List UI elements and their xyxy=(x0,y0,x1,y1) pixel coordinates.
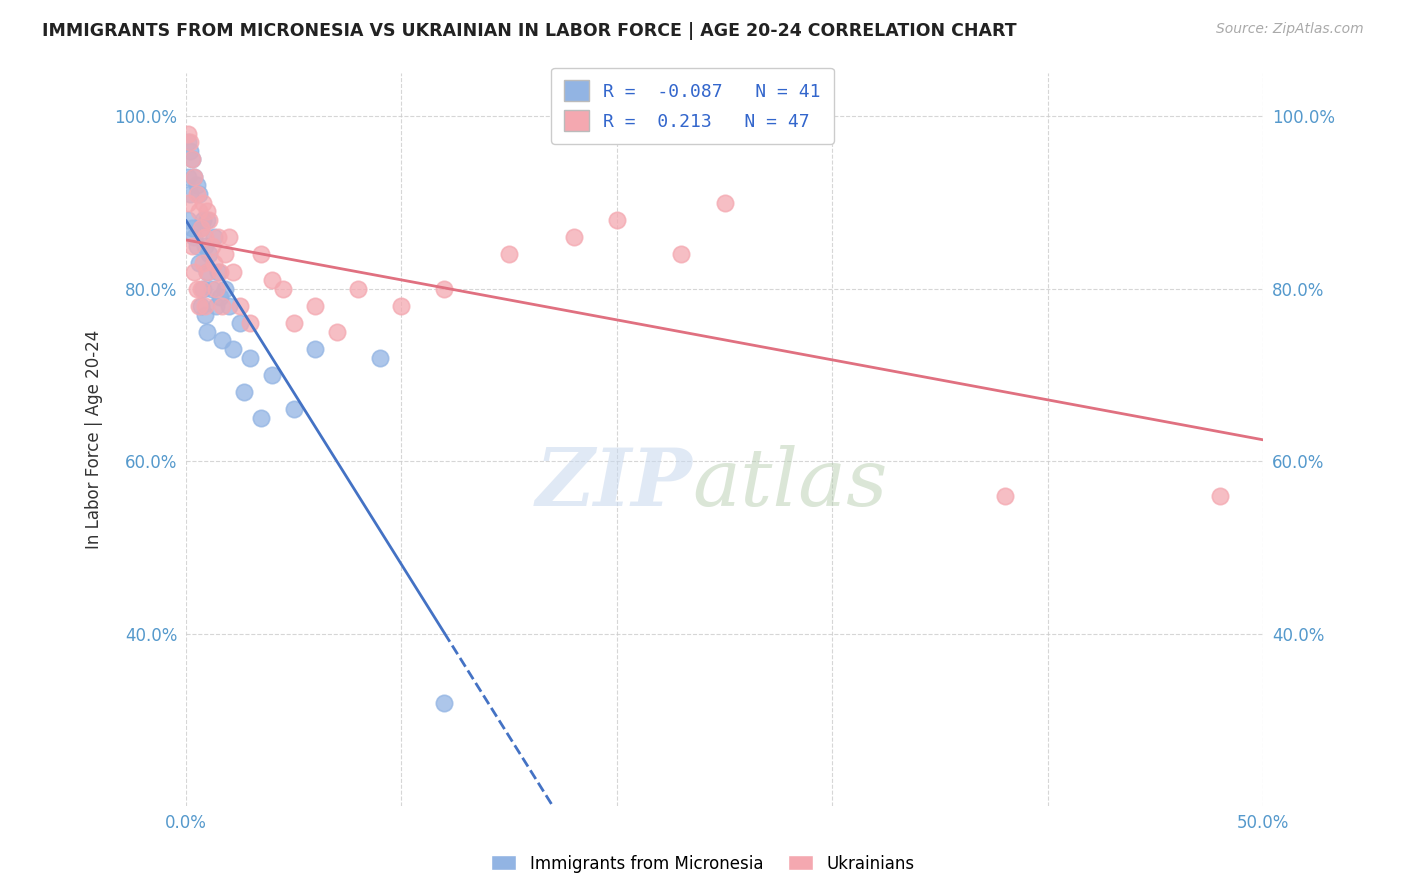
Point xyxy=(211,334,233,348)
Point xyxy=(201,238,224,252)
Point xyxy=(205,282,228,296)
Point xyxy=(218,230,240,244)
Point xyxy=(187,299,209,313)
Point xyxy=(202,230,225,244)
Point xyxy=(713,195,735,210)
Point xyxy=(177,195,200,210)
Point xyxy=(209,290,232,304)
Point xyxy=(209,264,232,278)
Point xyxy=(181,238,204,252)
Point xyxy=(201,282,224,296)
Point xyxy=(250,247,273,261)
Point xyxy=(207,230,229,244)
Point xyxy=(191,195,214,210)
Point xyxy=(228,316,250,330)
Point xyxy=(195,264,218,278)
Point xyxy=(260,368,283,382)
Point xyxy=(211,299,233,313)
Point xyxy=(179,144,201,158)
Point xyxy=(325,325,347,339)
Point xyxy=(177,135,200,149)
Point xyxy=(187,186,209,201)
Point xyxy=(191,282,214,296)
Point xyxy=(181,153,204,167)
Point xyxy=(195,212,218,227)
Point xyxy=(433,282,456,296)
Point xyxy=(304,299,326,313)
Point xyxy=(190,221,212,235)
Point xyxy=(283,402,305,417)
Point xyxy=(186,282,208,296)
Point xyxy=(177,169,200,184)
Point xyxy=(207,264,229,278)
Point xyxy=(205,299,228,313)
Point xyxy=(283,316,305,330)
Point xyxy=(194,308,217,322)
Point xyxy=(671,247,693,261)
Point xyxy=(187,204,209,219)
Point xyxy=(606,212,628,227)
Point xyxy=(190,299,212,313)
Legend: R =  -0.087   N = 41, R =  0.213   N = 47: R = -0.087 N = 41, R = 0.213 N = 47 xyxy=(551,68,834,144)
Point xyxy=(232,385,254,400)
Point xyxy=(239,351,262,365)
Point xyxy=(239,316,262,330)
Point xyxy=(389,299,412,313)
Point xyxy=(194,299,217,313)
Point xyxy=(271,282,294,296)
Point xyxy=(179,186,201,201)
Point xyxy=(195,264,218,278)
Point xyxy=(194,238,217,252)
Point xyxy=(186,178,208,193)
Point xyxy=(368,351,391,365)
Text: Source: ZipAtlas.com: Source: ZipAtlas.com xyxy=(1216,22,1364,37)
Point xyxy=(218,299,240,313)
Point xyxy=(202,256,225,270)
Text: IMMIGRANTS FROM MICRONESIA VS UKRAINIAN IN LABOR FORCE | AGE 20-24 CORRELATION C: IMMIGRANTS FROM MICRONESIA VS UKRAINIAN … xyxy=(42,22,1017,40)
Point xyxy=(186,238,208,252)
Point xyxy=(498,247,520,261)
Point xyxy=(181,153,204,167)
Y-axis label: In Labor Force | Age 20-24: In Labor Force | Age 20-24 xyxy=(86,330,103,549)
Point xyxy=(191,256,214,270)
Point xyxy=(214,247,236,261)
Point xyxy=(181,221,204,235)
Point xyxy=(194,230,217,244)
Point xyxy=(195,204,218,219)
Point xyxy=(250,411,273,425)
Point xyxy=(183,169,205,184)
Point xyxy=(187,256,209,270)
Point xyxy=(198,247,221,261)
Point xyxy=(183,169,205,184)
Text: atlas: atlas xyxy=(692,445,887,523)
Point xyxy=(183,264,205,278)
Point xyxy=(304,342,326,356)
Point xyxy=(222,264,245,278)
Text: ZIP: ZIP xyxy=(536,445,692,523)
Point xyxy=(562,230,585,244)
Point xyxy=(222,342,245,356)
Point xyxy=(177,127,200,141)
Point xyxy=(179,135,201,149)
Point xyxy=(260,273,283,287)
Point xyxy=(191,212,214,227)
Point xyxy=(198,212,221,227)
Point xyxy=(228,299,250,313)
Point xyxy=(190,282,212,296)
Point xyxy=(183,230,205,244)
Legend: Immigrants from Micronesia, Ukrainians: Immigrants from Micronesia, Ukrainians xyxy=(485,848,921,880)
Point xyxy=(433,696,456,710)
Point xyxy=(1209,489,1232,503)
Point xyxy=(190,221,212,235)
Point xyxy=(347,282,370,296)
Point xyxy=(195,325,218,339)
Point xyxy=(177,212,200,227)
Point xyxy=(186,186,208,201)
Point xyxy=(994,489,1017,503)
Point xyxy=(214,282,236,296)
